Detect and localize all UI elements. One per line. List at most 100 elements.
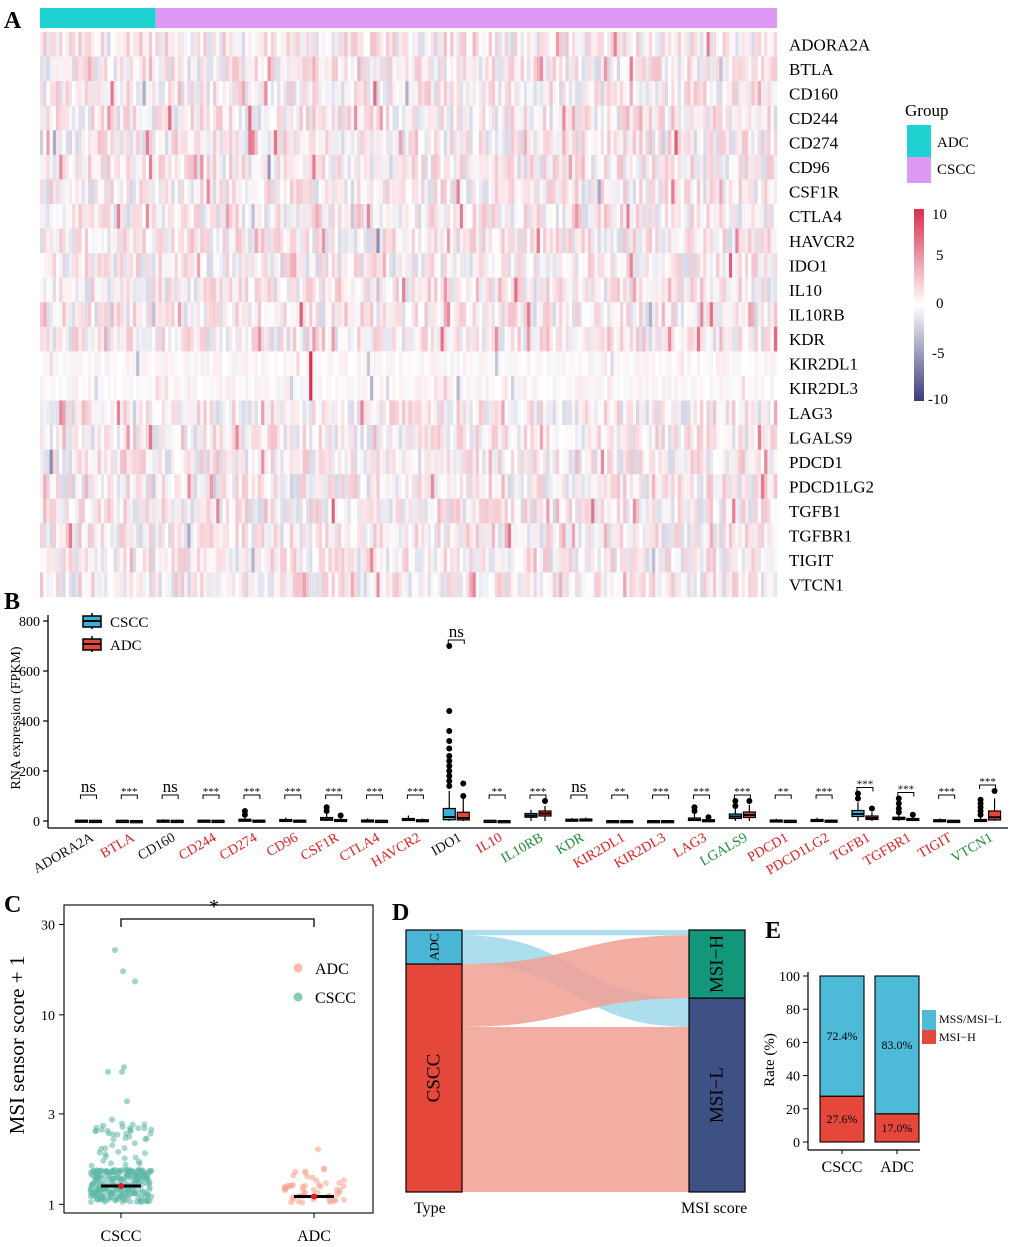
heatmap-cell xyxy=(693,425,698,450)
heatmap-cell xyxy=(408,105,412,131)
heatmap-cell xyxy=(94,474,98,499)
heatmap-cell xyxy=(591,253,595,278)
heatmap-cell xyxy=(264,498,268,524)
heatmap-cell xyxy=(706,375,710,401)
heatmap-cell xyxy=(706,302,710,327)
heatmap-cell xyxy=(616,523,621,549)
heatmap-cell xyxy=(488,326,493,352)
heatmap-cell xyxy=(712,253,717,278)
heatmap-cell xyxy=(100,425,105,450)
heatmap-cell xyxy=(325,400,329,426)
heatmap-cell xyxy=(267,302,272,327)
heatmap-cell xyxy=(110,130,114,156)
heatmap-cell xyxy=(56,228,60,254)
heatmap-cell xyxy=(264,449,268,475)
heatmap-cell xyxy=(482,351,486,377)
heatmap-cell xyxy=(652,302,656,327)
heatmap-cell xyxy=(530,523,534,549)
heatmap-cell xyxy=(748,302,752,327)
heatmap-cell xyxy=(216,56,220,82)
heatmap-cell xyxy=(309,277,313,303)
heatmap-cell xyxy=(88,179,92,205)
heatmap-cell xyxy=(693,32,698,57)
heatmap-cell xyxy=(719,351,723,377)
heatmap-cell xyxy=(254,228,259,254)
heatmap-cell xyxy=(62,105,66,131)
heatmap-cell xyxy=(171,277,175,303)
heatmap-cell xyxy=(578,105,582,131)
heatmap-cell xyxy=(636,130,640,156)
heatmap-cell xyxy=(299,179,304,205)
heatmap-cell xyxy=(562,302,566,327)
heatmap-cell xyxy=(629,105,634,131)
heatmap-cell xyxy=(168,203,172,229)
heatmap-cell xyxy=(565,154,570,180)
heatmap-cell xyxy=(206,32,211,57)
heatmap-cell xyxy=(293,547,297,573)
heatmap-cell xyxy=(59,130,63,156)
heatmap-cell xyxy=(748,351,752,377)
heatmap-cell xyxy=(587,449,592,475)
heatmap-cell xyxy=(97,203,102,229)
heatmap-cell xyxy=(305,56,310,82)
heatmap-cell xyxy=(81,253,86,278)
heatmap-cell xyxy=(523,130,528,156)
heatmap-cell xyxy=(584,425,589,450)
heatmap-cell xyxy=(177,375,182,401)
heatmap-cell xyxy=(286,523,291,549)
heatmap-cell xyxy=(107,425,111,450)
heatmap-cell xyxy=(235,228,239,254)
heatmap-cell xyxy=(427,277,432,303)
heatmap-cell xyxy=(232,130,236,156)
heatmap-cell xyxy=(575,179,579,205)
heatmap-cell xyxy=(430,130,435,156)
heatmap-cell xyxy=(177,326,182,352)
heatmap-cell xyxy=(696,105,701,131)
heatmap-cell xyxy=(376,81,380,106)
heatmap-cell xyxy=(504,81,509,106)
heatmap-cell xyxy=(440,105,445,131)
heatmap-cell xyxy=(344,56,348,82)
heatmap-cell xyxy=(446,400,451,426)
heatmap-cell xyxy=(728,154,733,180)
heatmap-cell xyxy=(411,523,416,549)
heatmap-cell xyxy=(584,375,589,401)
heatmap-cell xyxy=(155,154,159,180)
heatmap-cell xyxy=(498,154,502,180)
heatmap-cell xyxy=(357,449,361,475)
heatmap-cell xyxy=(418,105,422,131)
heatmap-cell xyxy=(174,277,179,303)
heatmap-cell xyxy=(748,105,752,131)
heatmap-cell xyxy=(94,154,98,180)
heatmap-cell xyxy=(623,203,627,229)
heatmap-cell xyxy=(347,130,352,156)
heatmap-cell xyxy=(245,302,249,327)
heatmap-cell xyxy=(331,425,336,450)
heatmap-cell xyxy=(363,179,368,205)
heatmap-cell xyxy=(270,154,275,180)
heatmap-cell xyxy=(152,547,156,573)
heatmap-cell xyxy=(379,253,384,278)
heatmap-cell xyxy=(216,253,220,278)
heatmap-cell xyxy=(591,81,595,106)
heatmap-cell xyxy=(408,547,412,573)
heatmap-cell xyxy=(354,56,358,82)
heatmap-cell xyxy=(389,400,393,426)
heatmap-cell xyxy=(626,425,630,450)
heatmap-cell xyxy=(357,253,361,278)
heatmap-cell xyxy=(456,400,461,426)
heatmap-cell xyxy=(642,179,646,205)
heatmap-cell xyxy=(696,449,701,475)
heatmap-cell xyxy=(725,400,730,426)
heatmap-cell xyxy=(318,425,323,450)
heatmap-cell xyxy=(533,203,537,229)
heatmap-cell xyxy=(498,400,502,426)
heatmap-cell xyxy=(536,228,541,254)
heatmap-cell xyxy=(603,81,608,106)
heatmap-cell xyxy=(177,130,182,156)
heatmap-cell xyxy=(712,277,717,303)
heatmap-cell xyxy=(302,400,307,426)
heatmap-cell xyxy=(264,326,268,352)
heatmap-cell xyxy=(722,425,727,450)
heatmap-cell xyxy=(139,400,143,426)
